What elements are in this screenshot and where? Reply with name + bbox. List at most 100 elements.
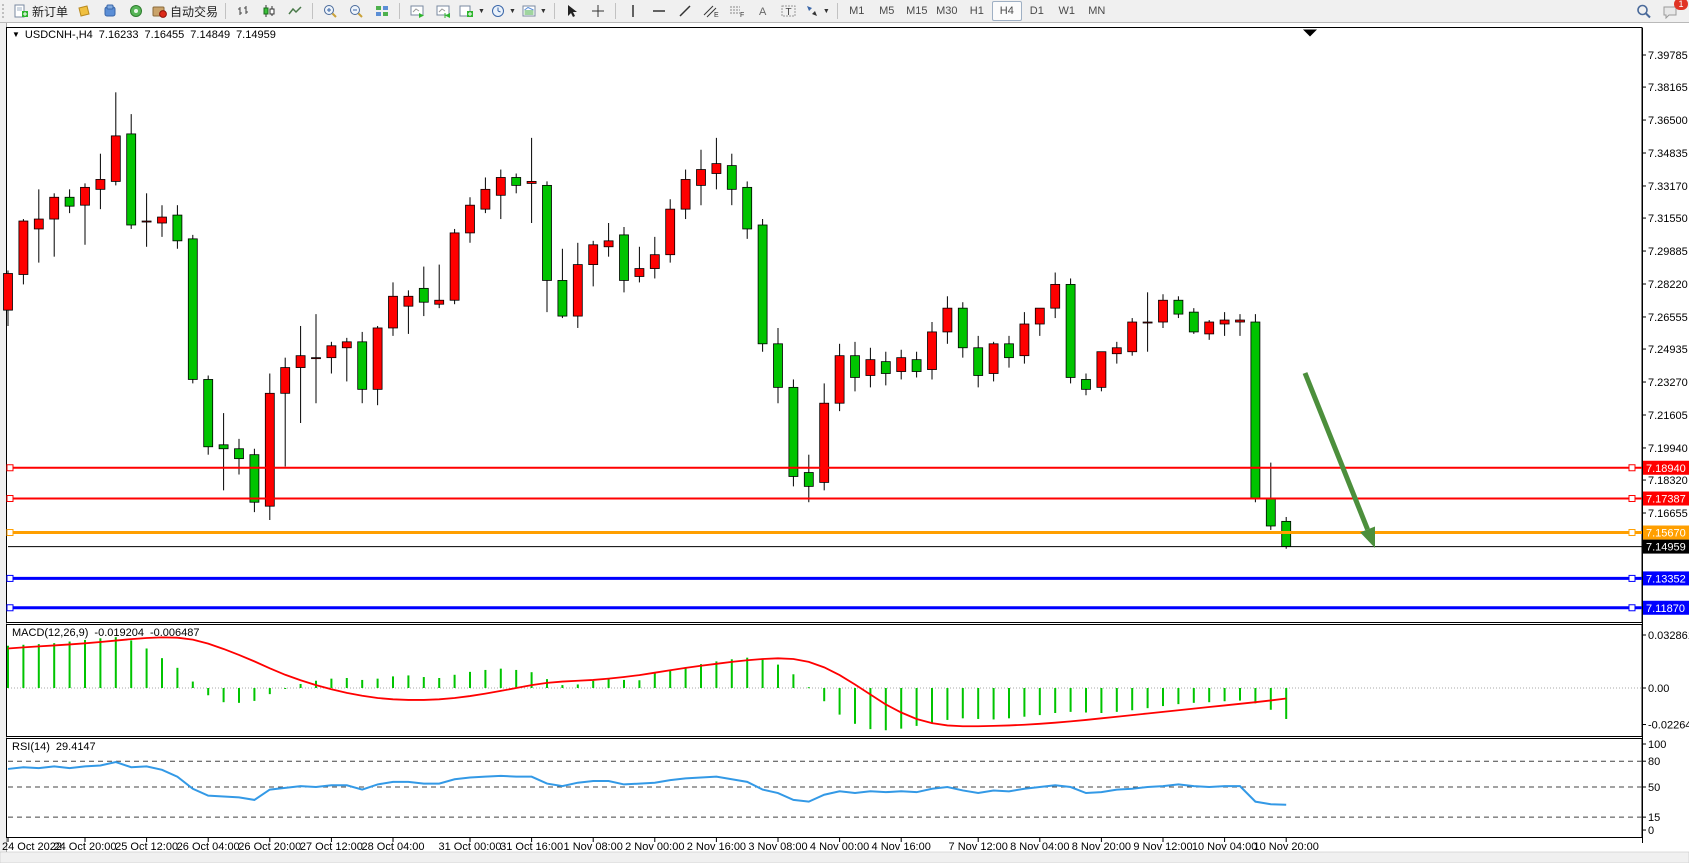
toolbar-separator: [399, 3, 401, 19]
horizontal-line-button[interactable]: [646, 1, 672, 21]
text-label-button[interactable]: T: [776, 1, 802, 21]
zoom-in-button[interactable]: [317, 1, 343, 21]
horizontal-line[interactable]: [6, 574, 1642, 582]
fibonacci-button[interactable]: F: [724, 1, 750, 21]
crosshair-button[interactable]: [585, 1, 611, 21]
text-icon: A: [759, 6, 767, 18]
svg-text:2 Nov 16:00: 2 Nov 16:00: [687, 841, 746, 853]
svg-text:25 Oct 12:00: 25 Oct 12:00: [115, 841, 178, 853]
line-handle[interactable]: [1628, 574, 1636, 582]
cursor-icon: [568, 5, 578, 17]
toolbar-grip[interactable]: [2, 4, 9, 18]
timeframe-H4[interactable]: H4: [991, 1, 1022, 21]
new-chart-button[interactable]: ▼: [456, 1, 488, 21]
svg-text:0.032861: 0.032861: [1648, 630, 1689, 642]
bar-chart-button[interactable]: [230, 1, 256, 21]
chart-collapse-icon[interactable]: ▼: [12, 30, 20, 39]
template-button[interactable]: ▼: [519, 1, 550, 21]
svg-text:4 Nov 00:00: 4 Nov 00:00: [810, 841, 869, 853]
toolbar-separator: [225, 3, 227, 19]
auto-scroll-button[interactable]: [404, 1, 430, 21]
macd-name: MACD(12,26,9): [12, 627, 89, 639]
horizontal-line[interactable]: [6, 464, 1642, 472]
vertical-line-icon: [632, 5, 634, 17]
line-handle[interactable]: [1628, 604, 1636, 612]
line-handle[interactable]: [1628, 529, 1636, 537]
community-button[interactable]: [123, 1, 149, 21]
tile-windows-icon: [376, 6, 389, 16]
toolbar-separator: [614, 3, 616, 19]
vertical-line-button[interactable]: [620, 1, 646, 21]
open-value: 7.16233: [98, 29, 139, 41]
chart-shift-marker[interactable]: [1303, 29, 1317, 37]
market-watch-button[interactable]: [71, 1, 97, 21]
notifications-button[interactable]: 1: [1657, 0, 1688, 21]
low-value: 7.14849: [190, 29, 231, 41]
macd-signal-value: -0.006487: [149, 627, 200, 639]
candlestick-chart-icon: [263, 5, 275, 17]
line-chart-button[interactable]: [282, 1, 308, 21]
chart-title: ▼ USDCNH-,H4 7.16233 7.16455 7.14849 7.14959: [12, 29, 276, 41]
timeframe-MN[interactable]: MN: [1088, 5, 1106, 17]
line-handle[interactable]: [6, 495, 14, 503]
svg-text:0.00: 0.00: [1648, 683, 1669, 695]
trendline-button[interactable]: [672, 1, 698, 21]
svg-text:7.13352: 7.13352: [1646, 573, 1686, 585]
svg-text:9 Nov 12:00: 9 Nov 12:00: [1133, 841, 1192, 853]
line-handle[interactable]: [6, 604, 14, 612]
price-badge: 7.15670: [1643, 525, 1689, 540]
text-button[interactable]: A: [750, 1, 776, 21]
new-order-button[interactable]: 新订单: [11, 1, 71, 21]
status-strip: [0, 851, 1689, 863]
svg-text:24 Oct 20:00: 24 Oct 20:00: [54, 841, 117, 853]
cursor-button[interactable]: [559, 1, 585, 21]
line-handle[interactable]: [6, 574, 14, 582]
horizontal-line[interactable]: [6, 604, 1642, 612]
svg-text:7.19940: 7.19940: [1648, 443, 1688, 455]
timeframe-H1[interactable]: H1: [969, 5, 984, 17]
timeframe-group: M1 M5 M15 M30 H1 H4 D1 W1 MN: [842, 1, 1112, 21]
price-badge: 7.14959: [1643, 539, 1689, 554]
tile-windows-button[interactable]: [369, 1, 395, 21]
svg-text:31 Oct 16:00: 31 Oct 16:00: [500, 841, 563, 853]
algo-trading-button[interactable]: 自动交易: [149, 1, 221, 21]
shapes-button[interactable]: ▼: [802, 1, 833, 21]
svg-text:7.23270: 7.23270: [1648, 377, 1688, 389]
macd-histogram: [7, 637, 1288, 731]
crosshair-icon: [591, 5, 604, 17]
timeframe-M15[interactable]: M15: [906, 5, 928, 17]
svg-text:7 Nov 12:00: 7 Nov 12:00: [949, 841, 1008, 853]
new-order-icon: [14, 4, 28, 18]
chart-shift-button[interactable]: [430, 1, 456, 21]
line-handle[interactable]: [6, 529, 14, 537]
horizontal-line-icon: [652, 10, 665, 12]
chart-window-background: [6, 22, 1689, 852]
toolbox-button[interactable]: [97, 1, 123, 21]
chevron-down-icon: ▼: [539, 7, 547, 15]
toolbar-separator: [553, 3, 555, 19]
timeframe-M5[interactable]: M5: [879, 5, 895, 17]
timeframe-M30[interactable]: M30: [936, 5, 958, 17]
line-handle[interactable]: [1628, 495, 1636, 503]
zoom-out-button[interactable]: [343, 1, 369, 21]
search-button[interactable]: [1631, 1, 1657, 21]
trend-arrow[interactable]: [1302, 372, 1375, 548]
chart-shift-icon: [436, 5, 450, 18]
timeframe-M1[interactable]: M1: [849, 5, 865, 17]
horizontal-line[interactable]: [6, 495, 1642, 503]
timeframe-W1[interactable]: W1: [1058, 5, 1076, 17]
svg-text:1 Nov 08:00: 1 Nov 08:00: [564, 841, 623, 853]
market-watch-icon: [78, 5, 90, 17]
line-handle[interactable]: [1628, 464, 1636, 472]
period-button[interactable]: ▼: [488, 1, 519, 21]
svg-text:7.18940: 7.18940: [1646, 463, 1686, 475]
svg-text:A: A: [759, 6, 767, 18]
line-handle[interactable]: [6, 464, 14, 472]
equidistant-channel-button[interactable]: E: [698, 1, 724, 21]
timeframe-D1[interactable]: D1: [1029, 5, 1044, 17]
new-order-label: 新订单: [32, 4, 69, 19]
candlestick-chart-button[interactable]: [256, 1, 282, 21]
